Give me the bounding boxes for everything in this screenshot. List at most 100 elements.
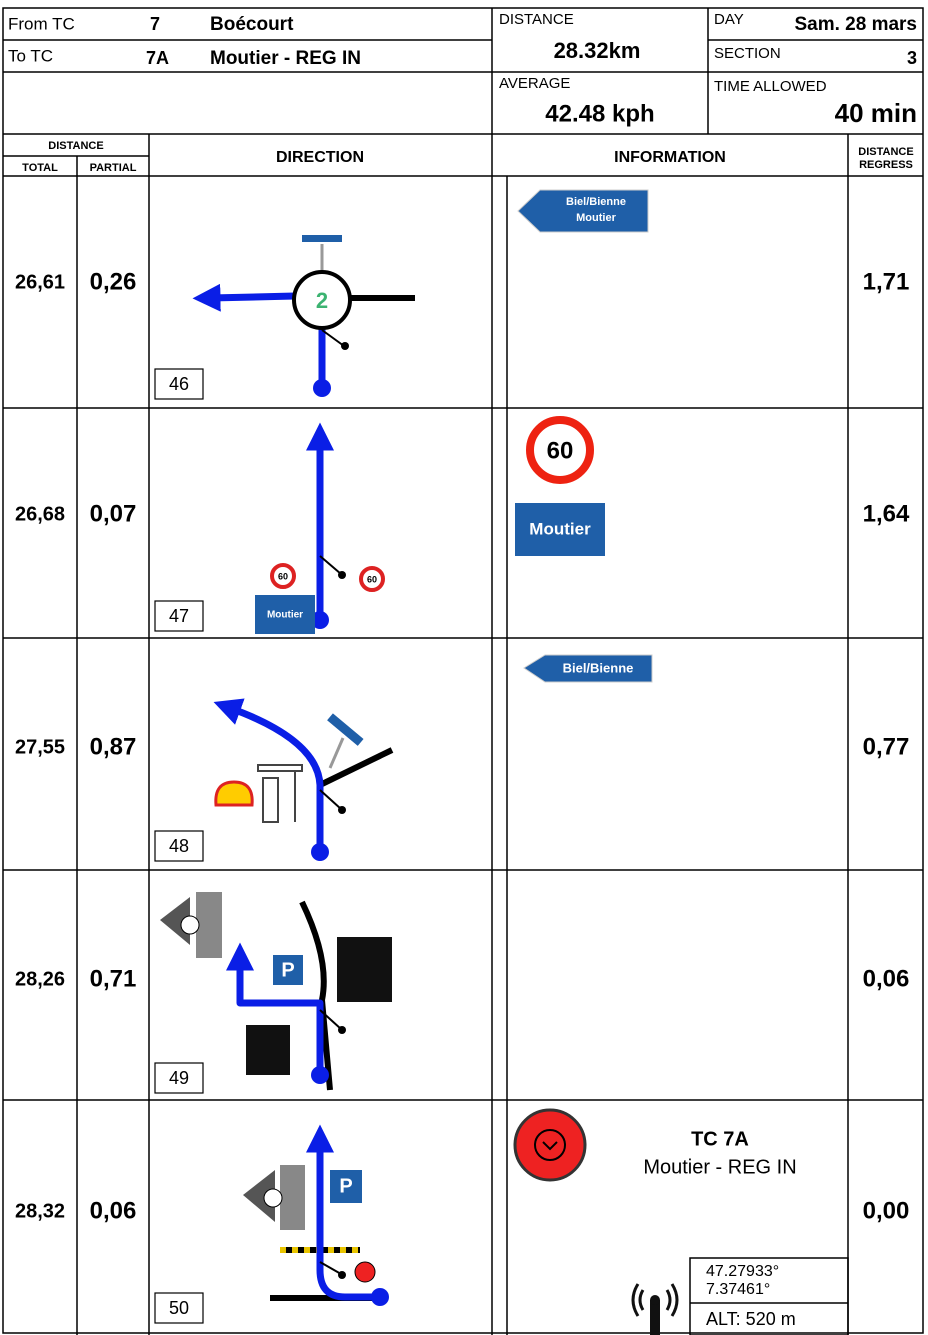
partial: 0,06 xyxy=(90,1197,137,1224)
tick xyxy=(321,329,345,347)
number-box xyxy=(154,368,204,400)
day-label: DAY xyxy=(714,11,744,28)
latitude: 47.27933° xyxy=(706,1263,779,1280)
regress: 0,00 xyxy=(863,1197,910,1224)
section-label: SECTION xyxy=(714,45,781,62)
number: 48 xyxy=(169,836,189,856)
shell-logo xyxy=(214,780,254,807)
control-icon xyxy=(513,1108,587,1182)
total: 27,55 xyxy=(15,736,65,758)
tick-dot xyxy=(338,1271,346,1279)
road xyxy=(299,900,333,1091)
partial: 0,26 xyxy=(90,268,137,295)
parking-sign xyxy=(273,955,303,985)
start-dot xyxy=(311,1066,329,1084)
speed-sign xyxy=(526,416,594,484)
diagram-50: P TC 7A Moutier - REG IN 47.27933° 7.374… xyxy=(243,1108,849,1335)
museum-icon xyxy=(160,892,222,958)
tick xyxy=(319,1261,342,1275)
tick-dot xyxy=(341,342,349,350)
regress: 0,77 xyxy=(863,733,910,760)
number: 49 xyxy=(169,1068,189,1088)
number-box xyxy=(154,1292,204,1324)
total: 28,32 xyxy=(15,1200,65,1222)
section: 3 xyxy=(907,48,917,68)
sign xyxy=(327,713,364,746)
partial: 0,71 xyxy=(90,965,137,992)
diagram-48: Biel/Bienne xyxy=(213,654,653,861)
sign-text: Biel/Bienne xyxy=(563,660,634,675)
sign-text: Moutier xyxy=(267,610,303,621)
to-name: Moutier - REG IN xyxy=(210,48,361,69)
to-tc: 7A xyxy=(146,48,169,68)
building-icon xyxy=(337,937,392,1002)
number-box xyxy=(154,600,204,632)
diagram-46: 2 Biel/Bienne Moutier xyxy=(192,189,649,397)
average: 42.48 kph xyxy=(545,100,654,127)
coords-box xyxy=(689,1257,849,1335)
number: 46 xyxy=(169,374,189,394)
control-icon xyxy=(534,1129,566,1161)
tick xyxy=(319,555,342,575)
sign-text: 60 xyxy=(278,571,288,581)
speed-sign xyxy=(359,566,385,592)
control-icon xyxy=(354,1261,376,1283)
number-box xyxy=(154,1062,204,1094)
tc-label: TC 7A xyxy=(691,1128,749,1150)
info-sign xyxy=(517,189,649,233)
from-name: Boécourt xyxy=(210,14,294,35)
sign-pole xyxy=(328,737,345,769)
sign xyxy=(515,503,605,556)
diagram-49: P xyxy=(160,892,392,1091)
antenna-icon xyxy=(631,1283,679,1335)
sign xyxy=(302,235,342,242)
sign-text: Moutier xyxy=(576,212,616,224)
tick xyxy=(319,1009,342,1030)
route xyxy=(306,1124,384,1301)
col-regress: REGRESS xyxy=(859,159,913,171)
day: Sam. 28 mars xyxy=(794,14,917,35)
tick-dot xyxy=(338,806,346,814)
petrol-icon xyxy=(257,764,303,823)
route xyxy=(226,942,324,1079)
time-label: TIME ALLOWED xyxy=(714,78,827,95)
total: 26,61 xyxy=(15,271,65,293)
average-label: AVERAGE xyxy=(499,75,570,92)
altitude: ALT: 520 m xyxy=(706,1309,796,1329)
longitude: 7.37461° xyxy=(706,1281,770,1298)
tick xyxy=(319,789,342,810)
distance-label: DISTANCE xyxy=(499,11,574,28)
col-direction: DIRECTION xyxy=(276,149,364,166)
from-label: From TC xyxy=(8,14,75,33)
start-dot xyxy=(313,379,331,397)
col-information: INFORMATION xyxy=(614,149,726,166)
time: 40 min xyxy=(835,98,917,128)
from-tc: 7 xyxy=(150,14,160,34)
number: 47 xyxy=(169,606,189,626)
distance: 28.32km xyxy=(554,38,641,63)
to-label: To TC xyxy=(8,46,53,65)
roundabout xyxy=(292,270,352,330)
partial: 0,87 xyxy=(90,733,137,760)
row-values: 26,61 0,26 1,71 46 26,68 0,07 1,64 47 27,55 0,87 0… xyxy=(15,268,910,1324)
exit-number: 2 xyxy=(316,288,328,313)
start-dot xyxy=(371,1288,389,1306)
control-icon xyxy=(542,1141,558,1151)
frame xyxy=(2,7,924,1334)
sign-text: Biel/Bienne xyxy=(566,196,626,208)
diagram-47: 60 Moutier 60 60 Moutier xyxy=(255,416,605,634)
tc-name: Moutier - REG IN xyxy=(643,1156,796,1178)
route xyxy=(192,283,299,312)
number: 50 xyxy=(169,1298,189,1318)
sign-text: Moutier xyxy=(529,519,591,538)
number-box xyxy=(154,830,204,862)
regress: 0,06 xyxy=(863,965,910,992)
museum-icon xyxy=(243,1165,305,1230)
regress: 1,71 xyxy=(863,268,910,295)
col-total: TOTAL xyxy=(22,162,58,174)
building-icon xyxy=(246,1025,290,1075)
regress: 1,64 xyxy=(863,500,910,527)
